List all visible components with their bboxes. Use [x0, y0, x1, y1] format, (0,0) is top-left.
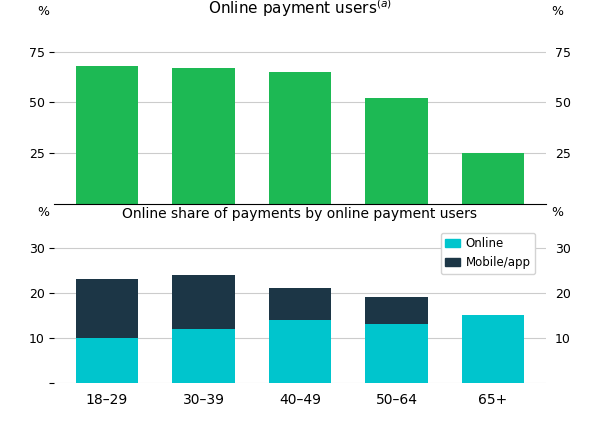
Bar: [461, 153, 524, 204]
Bar: [269, 72, 331, 204]
Bar: [172, 68, 235, 204]
Bar: [365, 99, 428, 204]
Text: %: %: [551, 5, 563, 17]
Bar: [172, 329, 235, 383]
Title: Online share of payments by online payment users: Online share of payments by online payme…: [122, 207, 478, 221]
Legend: Online, Mobile/app: Online, Mobile/app: [440, 233, 535, 274]
Text: %: %: [37, 206, 49, 219]
Text: %: %: [37, 5, 49, 17]
Text: %: %: [551, 206, 563, 219]
Bar: [269, 320, 331, 382]
Bar: [76, 66, 139, 204]
Bar: [172, 275, 235, 329]
Bar: [269, 288, 331, 320]
Bar: [365, 324, 428, 382]
Bar: [76, 279, 139, 337]
Bar: [461, 315, 524, 382]
Bar: [76, 337, 139, 382]
Bar: [365, 297, 428, 324]
Title: Online payment users$^{(a)}$: Online payment users$^{(a)}$: [208, 0, 392, 19]
